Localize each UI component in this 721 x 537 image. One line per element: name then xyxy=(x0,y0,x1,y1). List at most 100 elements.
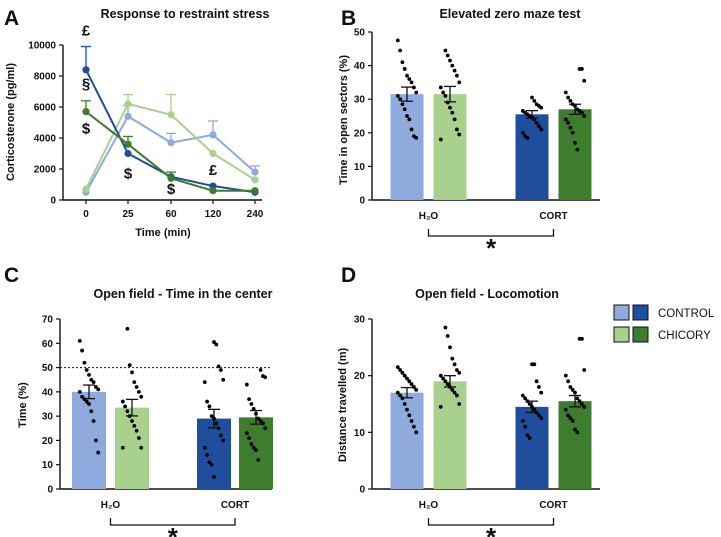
panel-c-point-chicory-cort xyxy=(263,375,268,380)
panel-d-point-control-cort xyxy=(525,433,530,438)
panel-b-point-chicory-h2o xyxy=(445,53,450,58)
panel-b-point-chicory-cort xyxy=(566,95,570,100)
panel-c-point-chicory-h2o xyxy=(127,414,132,419)
panel-a-xtick-label: 60 xyxy=(165,209,177,220)
panel-d-point-chicory-cort xyxy=(577,399,582,404)
panel-d-ytick-label: 20 xyxy=(354,371,366,382)
panel-b-ylabel: Time in open sectors (%) xyxy=(338,55,350,185)
panel-d-point-control-h2o xyxy=(405,376,409,381)
panel-b-point-control-h2o xyxy=(398,48,402,53)
panel-d-point-control-h2o xyxy=(395,390,400,395)
panel-c-point-control-h2o xyxy=(84,368,89,372)
panel-b-point-control-h2o xyxy=(407,77,412,81)
panel-b-ytick-label: 0 xyxy=(359,196,365,207)
panel-c-point-chicory-h2o xyxy=(132,380,137,385)
panel-b-point-control-h2o xyxy=(402,67,407,71)
panel-b-point-chicory-h2o xyxy=(455,127,459,132)
panel-d-point-control-h2o xyxy=(402,402,407,406)
panel-c-point-control-cort xyxy=(202,380,207,385)
panel-d-point-chicory-h2o xyxy=(443,379,448,384)
panel-b-point-chicory-h2o xyxy=(443,93,448,98)
panel-b-ytick-label: 50 xyxy=(354,28,366,39)
panel-a-xtick-label: 240 xyxy=(247,209,264,220)
panel-d-point-control-cort xyxy=(539,416,544,421)
panel-c-point-control-h2o xyxy=(80,348,84,353)
panel-d-point-chicory-h2o xyxy=(452,390,457,395)
panel-label-a: A xyxy=(4,7,19,30)
panel-c-point-control-h2o xyxy=(96,387,101,392)
panel-d-point-control-h2o xyxy=(405,407,409,412)
panel-b-bar-chicory-h2o xyxy=(433,94,467,200)
panel-a-title: Response to restraint stress xyxy=(101,7,270,21)
panel-b-point-chicory-h2o xyxy=(452,117,457,122)
legend-label-chicory: CHICORY xyxy=(658,330,711,342)
panel-d-point-control-h2o xyxy=(412,424,416,429)
panel-d-point-chicory-cort xyxy=(573,427,577,432)
panel-d-point-chicory-cort xyxy=(580,336,584,341)
panel-d-bar-control-cort xyxy=(515,406,549,489)
panel-c: C Open field - Time in the center Time (… xyxy=(4,264,273,537)
panel-c-point-chicory-cort xyxy=(251,445,256,450)
panel-b-point-control-cort xyxy=(520,130,525,135)
panel-c-point-chicory-h2o xyxy=(132,423,137,428)
panel-c-ytick-label: 60 xyxy=(42,339,54,350)
panel-c-point-control-cort xyxy=(221,438,226,443)
panel-b-point-control-h2o xyxy=(405,73,409,78)
panel-d: D Open field - Locomotion Distance trave… xyxy=(337,264,600,537)
panel-c-significance-bracket xyxy=(109,518,236,526)
panel-b-point-chicory-cort xyxy=(575,147,580,152)
panel-c-point-chicory-cort xyxy=(247,436,252,440)
panel-c-point-chicory-cort xyxy=(256,457,261,462)
panel-a-xtick-label: 0 xyxy=(83,209,89,220)
panel-c-ytick-label: 70 xyxy=(42,315,54,326)
panel-c-point-control-cort xyxy=(221,377,226,382)
panel-d-point-control-h2o xyxy=(398,368,402,372)
panel-b-point-control-h2o xyxy=(398,97,402,102)
panel-c-point-control-h2o xyxy=(87,372,91,377)
panel-c-point-chicory-h2o xyxy=(123,404,127,409)
panel-d-point-chicory-cort xyxy=(582,404,587,409)
panel-c-point-control-h2o xyxy=(77,338,82,343)
panel-d-point-chicory-h2o xyxy=(438,404,443,409)
panel-c-point-chicory-cort xyxy=(254,411,258,416)
panel-c-group-label-cort: CORT xyxy=(221,500,249,511)
panel-a-ytick-label: 10000 xyxy=(28,41,56,52)
panel-d-point-chicory-h2o xyxy=(457,370,462,375)
panel-d-point-control-h2o xyxy=(402,373,407,378)
panel-d-point-chicory-cort xyxy=(563,373,568,378)
panel-d-ylabel: Distance travelled (m) xyxy=(337,348,349,463)
panel-d-group-label-cort: CORT xyxy=(539,500,567,511)
panel-d-point-chicory-cort xyxy=(573,390,577,395)
panel-a-point-control-cort xyxy=(82,66,90,74)
panel-c-point-control-cort xyxy=(216,364,221,369)
panel-b-point-control-cort xyxy=(537,124,541,128)
panel-d-point-control-cort xyxy=(523,396,527,401)
panel-d-ytick-label: 30 xyxy=(354,315,366,326)
panel-c-point-chicory-cort xyxy=(244,382,249,387)
panel-b-point-chicory-h2o xyxy=(443,48,448,53)
panel-b-point-chicory-h2o xyxy=(455,73,459,78)
panel-b-point-control-h2o xyxy=(400,60,405,65)
panel-d-point-control-h2o xyxy=(398,393,402,398)
panel-d-bar-chicory-cort xyxy=(558,401,592,489)
panel-d-point-chicory-cort xyxy=(563,407,568,412)
panel-b-point-chicory-cort xyxy=(582,114,587,118)
panel-b-point-chicory-cort xyxy=(573,104,577,108)
panel-c-point-control-cort xyxy=(212,474,216,479)
panel-c-point-control-cort xyxy=(202,445,207,450)
panel-d-point-control-h2o xyxy=(407,379,412,384)
panel-a-point-chicory-h2o xyxy=(82,185,90,193)
panel-b-point-chicory-h2o xyxy=(448,58,452,63)
panel-b-point-control-h2o xyxy=(412,85,416,90)
panel-d-point-control-cort xyxy=(525,399,530,404)
panel-b-point-control-h2o xyxy=(414,135,419,140)
panel-d-point-chicory-cort xyxy=(580,402,584,406)
panel-d-point-control-h2o xyxy=(395,365,400,370)
panel-d-point-chicory-h2o xyxy=(457,402,462,406)
panel-c-point-chicory-h2o xyxy=(130,370,134,375)
panel-a-point-chicory-h2o xyxy=(251,176,259,184)
panel-a-point-control-h2o xyxy=(209,131,217,139)
panel-b-point-control-cort xyxy=(532,117,537,122)
panel-c-point-control-h2o xyxy=(82,360,87,365)
